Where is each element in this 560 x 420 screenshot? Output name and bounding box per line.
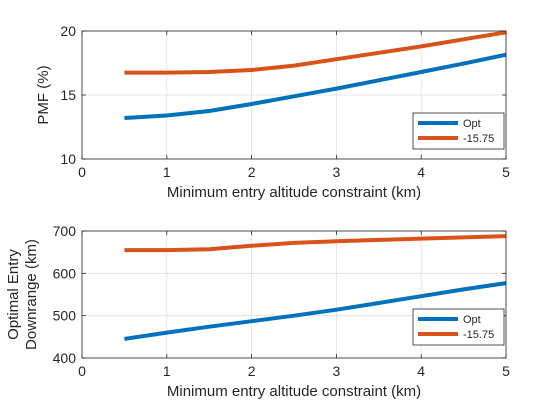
pmf-x-tick-label-0: 0	[78, 164, 86, 180]
pmf-y-tick-label-0: 10	[60, 151, 76, 167]
pmf-legend: Opt -15.75	[412, 112, 505, 150]
pmf-x-tick-label-4: 4	[417, 164, 425, 180]
downrange-x-tick-label-4: 4	[417, 363, 425, 379]
downrange-y-tick-label-2: 600	[53, 265, 77, 281]
downrange-legend-label-opt: Opt	[463, 314, 481, 326]
downrange-legend-box	[412, 308, 505, 346]
downrange-tick-labels: 0 1 2 3 4 5 400 500 600 700	[53, 223, 510, 379]
downrange-x-tick-label-2: 2	[248, 363, 256, 379]
downrange-x-tick-label-0: 0	[78, 363, 86, 379]
downrange-x-tick-label-3: 3	[333, 363, 341, 379]
pmf-series-line-opt	[124, 52, 507, 120]
downrange-legend-label-15-75: -15.75	[463, 329, 494, 341]
pmf-y-axis-label: PMF (%)	[35, 65, 52, 124]
downrange-legend: Opt -15.75	[412, 308, 505, 346]
downrange-y-tick-label-0: 400	[53, 350, 77, 366]
pmf-legend-label-15-75: -15.75	[463, 133, 494, 145]
pmf-legend-label-opt: Opt	[463, 118, 481, 130]
downrange-x-tick-label-1: 1	[163, 363, 171, 379]
pmf-tick-labels: 0 1 2 3 4 5 10 15 20	[60, 23, 510, 180]
pmf-x-tick-label-3: 3	[333, 164, 341, 180]
downrange-x-axis-label: Minimum entry altitude constraint (km)	[167, 383, 421, 400]
pmf-x-tick-label-2: 2	[248, 164, 256, 180]
downrange-series-line-opt	[124, 281, 507, 341]
downrange-y-axis-label-line-1: Optimal Entry	[5, 249, 22, 340]
downrange-series-lines	[124, 234, 507, 341]
downrange-y-axis-label-line-2: Downrange (km)	[23, 239, 40, 350]
pmf-series-lines	[124, 30, 507, 120]
downrange-y-tick-label-1: 500	[53, 308, 77, 324]
downrange-y-tick-label-3: 700	[53, 223, 77, 239]
pmf-x-axis-label: Minimum entry altitude constraint (km)	[167, 184, 421, 201]
pmf-series-line-15-75	[124, 30, 507, 75]
pmf-y-tick-label-1: 15	[60, 87, 76, 103]
pmf-legend-box	[412, 112, 505, 150]
pmf-chart: 0 1 2 3 4 5 10 15 20 Minimum entry altitude cons…	[35, 23, 510, 201]
pmf-x-tick-label-5: 5	[502, 164, 510, 180]
downrange-series-line-15-75	[124, 234, 507, 253]
downrange-x-tick-label-5: 5	[502, 363, 510, 379]
pmf-y-tick-label-2: 20	[60, 23, 76, 39]
downrange-plot-frame	[81, 230, 507, 359]
pmf-x-tick-label-1: 1	[163, 164, 171, 180]
downrange-chart: 0 1 2 3 4 5 400 500 600 700 Minimum entry altitud…	[5, 223, 510, 400]
